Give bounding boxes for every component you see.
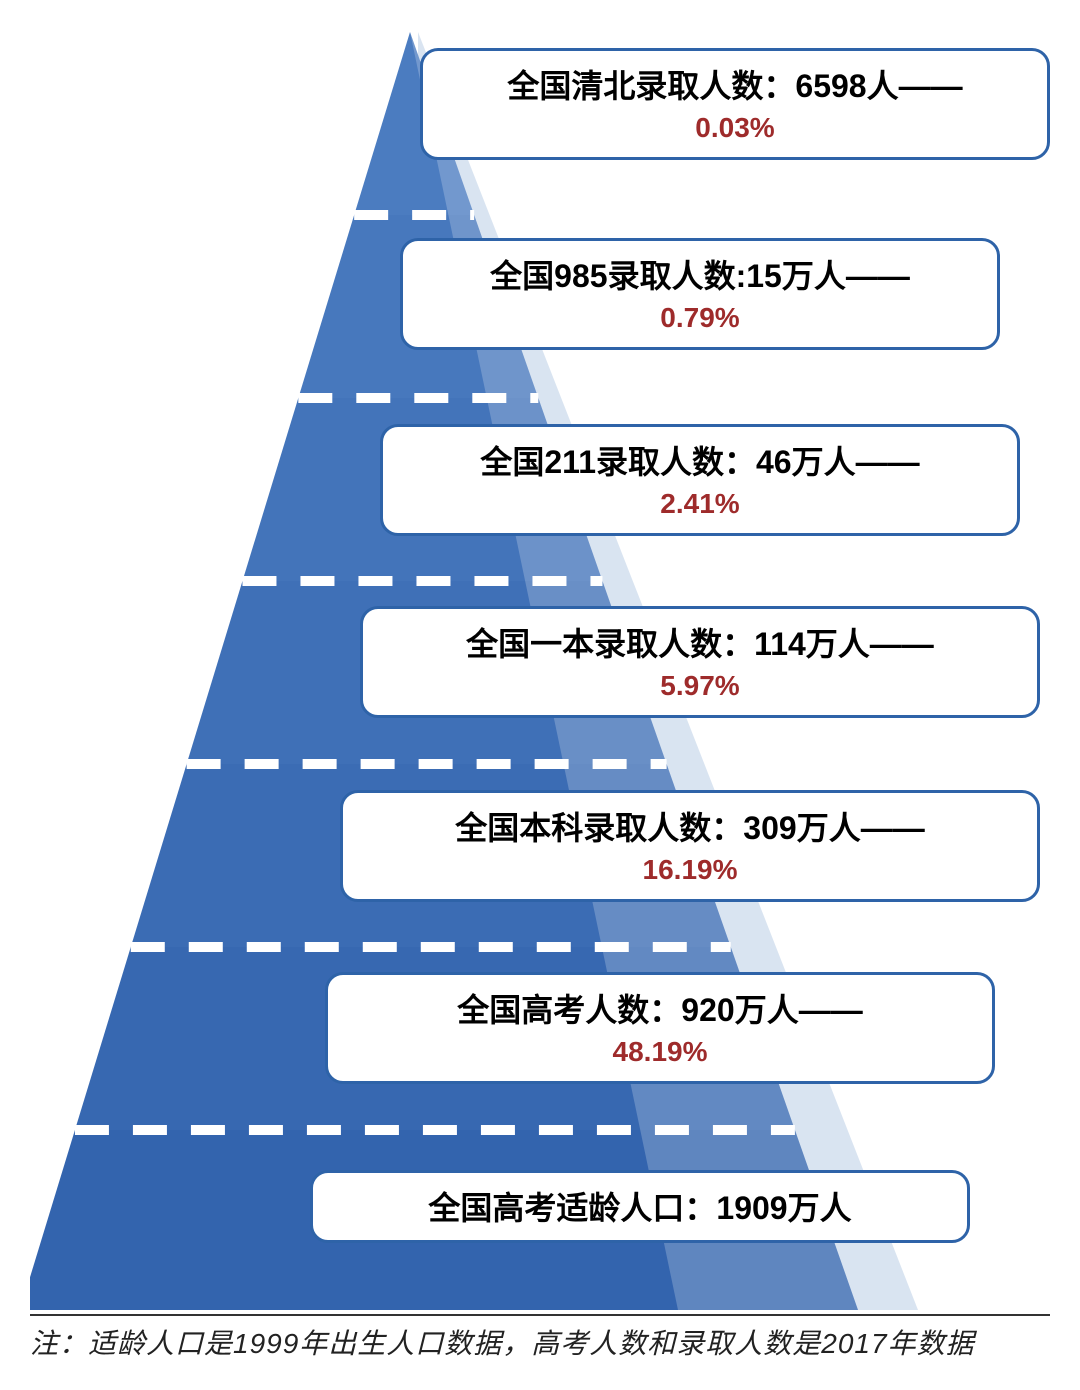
tier-label-percent: 48.19%: [350, 1034, 970, 1070]
tier-label-title: 全国清北录取人数：6598人——: [445, 65, 1025, 108]
tier-label-6: 全国高考适龄人口：1909万人: [310, 1170, 970, 1243]
tier-label-title: 全国本科录取人数：309万人——: [365, 807, 1015, 850]
tier-label-3: 全国一本录取人数：114万人——5.97%: [360, 606, 1040, 718]
tier-label-title: 全国211录取人数：46万人——: [405, 441, 995, 484]
footnote-divider: [30, 1314, 1050, 1316]
pyramid-chart: 全国清北录取人数：6598人——0.03% 全国985录取人数:15万人——0.7…: [30, 20, 1050, 1310]
tier-label-percent: 0.79%: [425, 300, 975, 336]
tier-label-4: 全国本科录取人数：309万人——16.19%: [340, 790, 1040, 902]
tier-label-percent: 16.19%: [365, 852, 1015, 888]
tier-label-5: 全国高考人数：920万人——48.19%: [325, 972, 995, 1084]
footnote-text: 注：适龄人口是1999年出生人口数据，高考人数和录取人数是2017年数据: [30, 1322, 975, 1362]
tier-label-percent: 0.03%: [445, 110, 1025, 146]
tier-label-percent: 2.41%: [405, 486, 995, 522]
tier-label-title: 全国985录取人数:15万人——: [425, 255, 975, 298]
tier-label-2: 全国211录取人数：46万人——2.41%: [380, 424, 1020, 536]
tier-label-1: 全国985录取人数:15万人——0.79%: [400, 238, 1000, 350]
tier-label-percent: 5.97%: [385, 668, 1015, 704]
tier-label-0: 全国清北录取人数：6598人——0.03%: [420, 48, 1050, 160]
tier-label-title: 全国高考人数：920万人——: [350, 989, 970, 1032]
tier-label-title: 全国高考适龄人口：1909万人: [335, 1187, 945, 1230]
tier-label-title: 全国一本录取人数：114万人——: [385, 623, 1015, 666]
